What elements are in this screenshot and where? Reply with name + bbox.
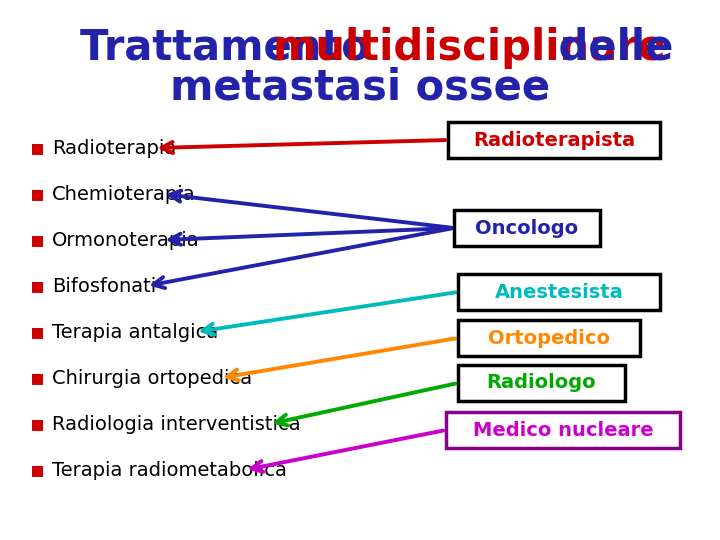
Text: delle: delle	[544, 27, 673, 69]
FancyBboxPatch shape	[448, 122, 660, 158]
Text: Trattamento: Trattamento	[80, 27, 384, 69]
Text: multidisciplinare: multidisciplinare	[272, 27, 666, 69]
Text: Radioterapia: Radioterapia	[52, 138, 176, 158]
Text: Medico nucleare: Medico nucleare	[473, 421, 653, 440]
FancyBboxPatch shape	[454, 210, 600, 246]
FancyBboxPatch shape	[458, 365, 625, 401]
Text: ▪: ▪	[30, 184, 45, 204]
Text: Radioterapista: Radioterapista	[473, 131, 635, 150]
Text: Oncologo: Oncologo	[475, 219, 579, 238]
Text: Ormonoterapia: Ormonoterapia	[52, 231, 199, 249]
Text: ▪: ▪	[30, 368, 45, 388]
Text: metastasi ossee: metastasi ossee	[170, 67, 550, 109]
FancyBboxPatch shape	[458, 320, 640, 356]
Text: Radiologia interventistica: Radiologia interventistica	[52, 415, 301, 434]
FancyBboxPatch shape	[446, 412, 680, 448]
Text: ▪: ▪	[30, 414, 45, 434]
FancyBboxPatch shape	[458, 274, 660, 310]
Text: Anestesista: Anestesista	[495, 282, 624, 301]
Text: Chemioterapia: Chemioterapia	[52, 185, 196, 204]
Text: ▪: ▪	[30, 276, 45, 296]
Text: ▪: ▪	[30, 138, 45, 158]
Text: ▪: ▪	[30, 230, 45, 250]
Text: Terapia antalgica: Terapia antalgica	[52, 322, 218, 341]
Text: Bifosfonati: Bifosfonati	[52, 276, 156, 295]
Text: Terapia radiometabolica: Terapia radiometabolica	[52, 461, 287, 480]
Text: ▪: ▪	[30, 460, 45, 480]
Text: ▪: ▪	[30, 322, 45, 342]
Text: Ortopedico: Ortopedico	[488, 328, 610, 348]
Text: Chirurgia ortopedica: Chirurgia ortopedica	[52, 368, 252, 388]
Text: Radiologo: Radiologo	[487, 374, 596, 393]
